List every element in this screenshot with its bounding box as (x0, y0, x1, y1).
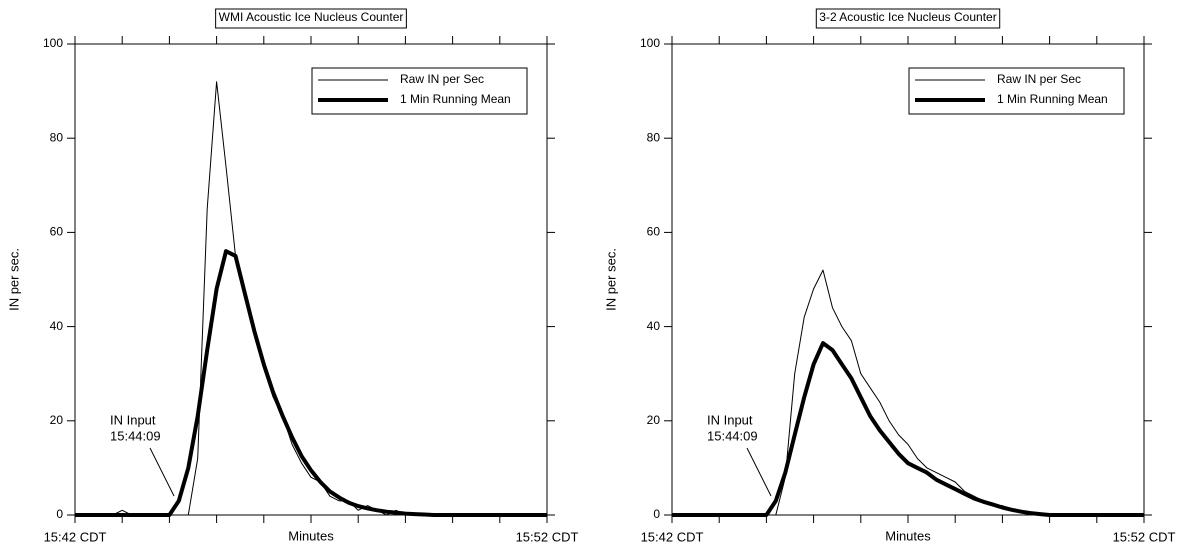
legend-box (311, 67, 528, 115)
series-line (75, 81, 547, 516)
y-tick-label: 40 (50, 319, 64, 333)
legend-label: 1 Min Running Mean (997, 92, 1108, 106)
y-tick-label: 60 (647, 225, 661, 239)
annotation: IN Input (110, 412, 156, 427)
chart-title: 3-2 Acoustic Ice Nucleus Counter (819, 10, 996, 24)
annotation-leader (746, 447, 772, 497)
legend-label: Raw IN per Sec (997, 72, 1081, 86)
legend-label: Raw IN per Sec (400, 72, 484, 86)
x-tick-label: 15:42 CDT (641, 529, 704, 544)
annotation: 15:44:09 (110, 428, 161, 443)
y-tick-label: 80 (647, 130, 661, 144)
title-box (215, 8, 407, 29)
y-tick-label: 80 (50, 130, 64, 144)
x-axis-label: Minutes (288, 528, 334, 543)
annotation: IN Input (707, 412, 753, 427)
annotation: 15:44:09 (707, 428, 758, 443)
y-axis-label: IN per sec. (6, 248, 21, 311)
plot-frame (74, 43, 548, 516)
series-line (672, 269, 1144, 516)
x-axis-label: Minutes (885, 528, 931, 543)
y-tick-label: 100 (640, 36, 660, 50)
y-tick-label: 40 (647, 319, 661, 333)
title-box (815, 8, 1001, 29)
y-tick-label: 100 (43, 36, 63, 50)
y-tick-label: 20 (50, 413, 64, 427)
legend-label: 1 Min Running Mean (400, 92, 511, 106)
y-tick-label: 0 (653, 507, 660, 521)
x-tick-label: 15:52 CDT (1113, 529, 1176, 544)
series-line (672, 341, 1144, 517)
y-axis-label: IN per sec. (603, 248, 618, 311)
series-line (75, 249, 547, 517)
annotation-leader (149, 447, 175, 497)
y-tick-label: 60 (50, 225, 64, 239)
chart-title: WMI Acoustic Ice Nucleus Counter (219, 10, 404, 24)
x-tick-label: 15:42 CDT (44, 529, 107, 544)
x-tick-label: 15:52 CDT (516, 529, 579, 544)
legend-box (908, 67, 1125, 115)
y-tick-label: 0 (56, 507, 63, 521)
y-tick-label: 20 (647, 413, 661, 427)
